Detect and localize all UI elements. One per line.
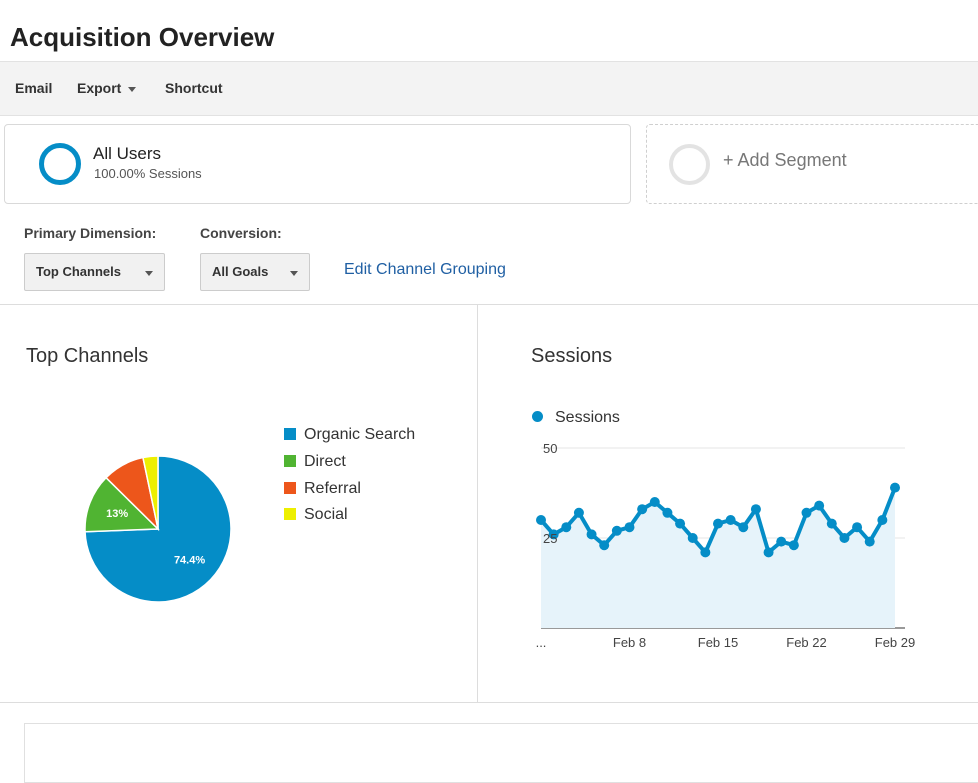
divider — [477, 305, 478, 702]
page-title: Acquisition Overview — [10, 22, 275, 52]
data-point[interactable] — [801, 507, 812, 518]
data-point[interactable] — [687, 533, 698, 543]
x-tick-labels: ... Feb 8 Feb 15 Feb 22 Feb 29 — [536, 635, 916, 650]
data-point[interactable] — [649, 497, 660, 507]
email-button[interactable]: Email — [15, 80, 53, 96]
x-tick-label: Feb 22 — [786, 635, 826, 650]
chevron-down-icon — [128, 86, 137, 92]
data-point[interactable] — [713, 518, 723, 529]
x-tick-label: Feb 15 — [698, 635, 738, 650]
data-point[interactable] — [852, 522, 863, 533]
sessions-title: Sessions — [531, 345, 613, 367]
data-point[interactable] — [662, 507, 673, 518]
data-point[interactable] — [624, 522, 635, 533]
primary-dimension-dropdown[interactable]: Top Channels — [24, 253, 165, 291]
legend-item: Social — [284, 506, 348, 524]
segment-sessions-percent: 100.00% Sessions — [94, 166, 202, 181]
export-label: Export — [77, 80, 122, 96]
area-fill — [541, 487, 895, 628]
pie-slice-label: 74.4% — [174, 554, 205, 566]
data-point[interactable] — [675, 518, 686, 529]
sessions-legend-label: Sessions — [555, 409, 620, 426]
y-tick-labels: 25 50 — [543, 441, 557, 546]
data-point[interactable] — [839, 533, 850, 543]
data-point[interactable] — [561, 522, 572, 533]
primary-dimension-label: Primary Dimension: — [24, 225, 157, 241]
y-tick-label: 25 — [543, 531, 557, 546]
data-point[interactable] — [890, 482, 900, 493]
data-point[interactable] — [700, 547, 711, 558]
data-point[interactable] — [738, 522, 749, 533]
y-tick-label: 50 — [543, 441, 557, 456]
top-channels-title: Top Channels — [26, 345, 149, 367]
area-fill-shape — [541, 487, 895, 628]
shortcut-button[interactable]: Shortcut — [165, 80, 223, 96]
data-point[interactable] — [637, 504, 648, 515]
add-segment-label: + Add Segment — [723, 150, 847, 170]
data-point[interactable] — [877, 515, 888, 525]
toolbar: Email Export Shortcut — [0, 61, 978, 116]
series-points — [536, 482, 900, 558]
data-point[interactable] — [611, 525, 622, 536]
data-point[interactable] — [725, 515, 736, 525]
x-tick-label: Feb 29 — [875, 635, 915, 650]
x-tick-label: ... — [536, 635, 547, 650]
legend-swatch-social — [284, 508, 296, 520]
data-point[interactable] — [814, 500, 825, 511]
data-point[interactable] — [586, 529, 597, 540]
conversion-label: Conversion: — [200, 225, 282, 241]
chevron-down-icon — [145, 271, 153, 276]
data-point[interactable] — [826, 518, 837, 529]
legend-item: Direct — [284, 453, 346, 471]
legend-item: Organic Search — [284, 426, 415, 444]
legend-label: Direct — [304, 453, 346, 470]
chevron-down-icon — [290, 271, 298, 276]
segment-name: All Users — [93, 144, 162, 163]
series-dot-icon — [532, 411, 543, 422]
data-point[interactable] — [776, 536, 787, 547]
x-tick-label: Feb 8 — [613, 635, 646, 650]
data-point[interactable] — [750, 504, 761, 515]
empty-segment-ring-icon — [669, 144, 710, 185]
bottom-card — [24, 723, 978, 783]
primary-dimension-value: Top Channels — [36, 264, 121, 279]
pie-group: 74.4% 13% — [84, 455, 232, 603]
legend-label: Organic Search — [304, 426, 416, 443]
divider — [0, 304, 978, 305]
data-point[interactable] — [864, 536, 875, 547]
pie-slice[interactable] — [142, 455, 159, 530]
edit-channel-grouping-link[interactable]: Edit Channel Grouping — [344, 261, 506, 278]
data-point[interactable] — [788, 540, 799, 551]
legend-swatch-organic — [284, 428, 296, 440]
export-button[interactable]: Export — [77, 80, 137, 96]
data-point[interactable] — [548, 529, 559, 540]
pie-slice-label: 13% — [106, 508, 128, 520]
legend-swatch-direct — [284, 455, 296, 467]
legend-label: Referral — [304, 480, 361, 497]
pie-slice[interactable] — [84, 476, 160, 533]
divider — [0, 702, 978, 703]
segment-all-users[interactable]: All Users 100.00% Sessions — [4, 124, 631, 204]
data-point[interactable] — [573, 507, 584, 518]
add-segment-button[interactable]: + Add Segment — [646, 124, 978, 204]
conversion-value: All Goals — [212, 264, 269, 279]
conversion-dropdown[interactable]: All Goals — [200, 253, 310, 291]
legend-item: Referral — [284, 480, 361, 498]
legend-label: Social — [304, 506, 348, 523]
sessions-legend: Sessions — [532, 409, 620, 427]
data-point[interactable] — [599, 540, 610, 551]
segment-ring-icon — [39, 143, 81, 185]
data-point[interactable] — [536, 515, 546, 525]
data-point[interactable] — [763, 547, 774, 558]
legend-swatch-referral — [284, 482, 296, 494]
